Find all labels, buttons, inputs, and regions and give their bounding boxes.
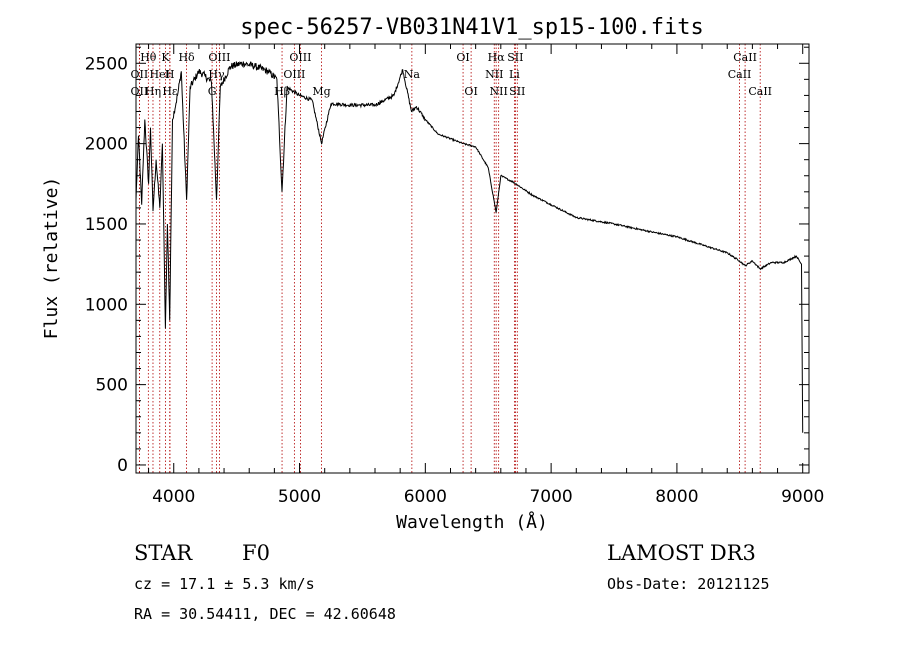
line-label-oii: OII [131,68,149,81]
line-label-oii: OII [131,85,149,98]
line-label-hε: Hε [162,85,178,98]
x-tick-label: 5000 [278,487,321,507]
line-label-hα: Hα [488,51,506,64]
line-label-oi: OI [456,51,469,64]
line-label-hγ: Hγ [208,68,225,81]
spectrum-line [135,60,804,433]
x-tick-label: 7000 [529,487,572,507]
y-tick-label: 1000 [85,295,128,315]
line-label-caii: CaII [748,85,772,98]
y-axis-label: Flux (relative) [41,177,62,340]
chart-title: spec-56257-VB031N41V1_sp15-100.fits [240,15,704,40]
plot-frame [135,43,810,474]
y-tick-label: 2500 [85,54,128,74]
object-class: STAR [134,541,193,565]
x-tick-label: 4000 [152,487,195,507]
line-label-li: Li [509,68,520,81]
line-label-sii: SII [507,51,523,64]
line-label-caii: CaII [728,68,752,81]
line-label-h: H [165,68,175,81]
x-tick-label: 9000 [781,487,824,507]
y-tick-label: 500 [96,376,128,396]
coordinates-readout: RA = 30.54411, DEC = 42.60648 [134,605,396,623]
line-label-oiii: OIII [283,68,305,81]
observation-date: Obs-Date: 20121125 [607,575,770,593]
line-label-hei: HeI [150,68,170,81]
line-label-hθ: Hθ [140,51,157,64]
spectral-subclass: F0 [242,541,270,565]
redshift-readout: cz = 17.1 ± 5.3 km/s [134,575,315,593]
line-label-hβ: Hβ [274,85,290,98]
x-tick-label: 8000 [655,487,698,507]
line-label-oiii: OIII [289,51,311,64]
spectral-line-markers [138,44,761,473]
y-tick-label: 2000 [85,135,128,155]
line-label-nii: NII [490,85,508,98]
line-label-caii: CaII [733,51,757,64]
line-label-nii: NII [485,68,503,81]
line-label-na: Na [404,68,421,81]
x-axis-ticks: 4000 5000 6000 7000 8000 9000 [148,44,824,507]
line-label-k: K [161,51,170,64]
line-label-hη: Hη [145,85,161,98]
x-axis-label: Wavelength (Å) [396,511,548,533]
line-label-oiii: OIII [208,51,230,64]
line-label-sii: SII [509,85,525,98]
line-label-mg: Mg [312,85,330,98]
y-tick-label: 1500 [85,215,128,235]
x-tick-label: 6000 [404,487,447,507]
line-label-hδ: Hδ [178,51,195,64]
y-tick-label: 0 [117,456,128,476]
line-label-oi: OI [464,85,477,98]
survey-name: LAMOST DR3 [607,541,756,565]
y-axis-ticks: 0 500 1000 1500 2000 2500 [85,46,809,476]
